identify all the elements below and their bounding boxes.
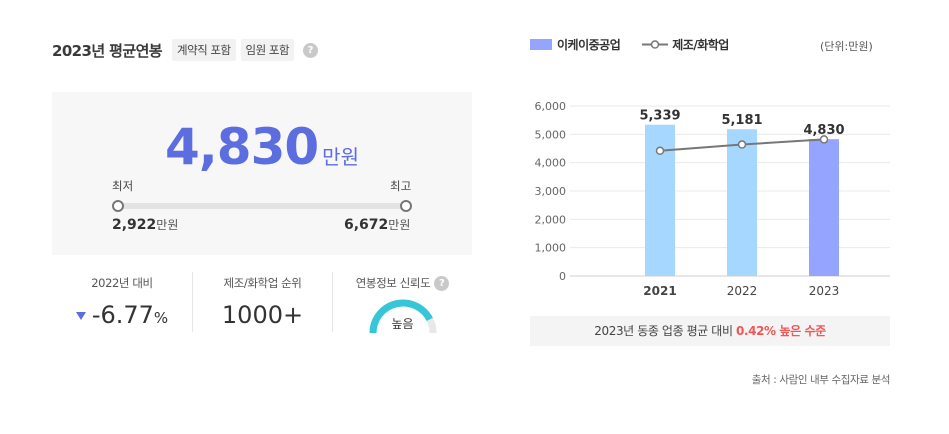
- x-tick-label: 2021: [643, 284, 676, 298]
- chip-executive-included: 임원 포함: [240, 39, 295, 61]
- yoy-value: -6.77: [91, 301, 154, 329]
- average-salary-unit: 만원: [322, 145, 359, 169]
- min-salary-value: 2,922: [112, 217, 157, 233]
- legend-bar-label: 이케이중공업: [557, 38, 621, 52]
- gauge-arc-icon: [369, 299, 436, 334]
- chip-contract-included: 계약직 포함: [171, 39, 236, 61]
- stat-industry-rank: 제조/화학업 순위 1000+: [193, 272, 332, 332]
- source-note: 출처 : 사람인 내부 수집자료 분석: [751, 374, 891, 386]
- bar-value-label: 5,339: [639, 109, 680, 124]
- average-salary-value: 4,830: [165, 118, 319, 176]
- x-tick-label: 2023: [809, 284, 840, 298]
- y-tick-label: 6,000: [535, 100, 567, 113]
- note-prefix: 2023년 동종 업종 평균 대비: [594, 324, 733, 338]
- yoy-unit: %: [153, 309, 169, 327]
- min-salary-unit: 만원: [156, 218, 179, 232]
- min-label: 최저: [112, 179, 134, 193]
- note-highlight: 0.42% 높은 수준: [736, 324, 826, 338]
- range-max-knob: [400, 200, 412, 212]
- chart-unit-label: (단위:만원): [820, 40, 873, 53]
- y-tick-label: 0: [559, 270, 566, 283]
- legend-line-label: 제조/화학업: [672, 38, 729, 52]
- question-circle-icon[interactable]: ?: [303, 42, 319, 58]
- stat-divider: [192, 272, 193, 332]
- y-tick-label: 3,000: [535, 185, 567, 198]
- bar-2022: [727, 129, 757, 276]
- reliability-value: 높음: [391, 317, 414, 331]
- industry-point: [737, 140, 747, 149]
- reliability-label: 연봉정보 신뢰도: [355, 276, 431, 290]
- range-min-knob: [112, 200, 124, 212]
- down-arrow-icon: [75, 312, 86, 320]
- stat-yoy: 2022년 대비 -6.77%: [52, 272, 192, 332]
- stat-reliability: 연봉정보 신뢰도 ? 높음: [333, 272, 472, 335]
- average-salary-box: 4,830 만원 최저 최고 2,922만원 6,672만원: [52, 92, 472, 255]
- y-tick-label: 2,000: [535, 213, 567, 226]
- industry-point: [819, 135, 829, 144]
- y-tick-label: 4,000: [535, 157, 567, 170]
- rank-label: 제조/화학업 순위: [223, 276, 302, 290]
- salary-bar-chart: 6,000 5,000 4,000 3,000 2,000 1,000 0 5,339 2021…: [535, 100, 890, 298]
- bar-value-label: 4,830: [803, 123, 844, 138]
- bar-2023: [809, 139, 839, 276]
- bar-value-label: 5,181: [721, 113, 762, 128]
- legend-bar-swatch: [530, 39, 552, 50]
- y-tick-label: 5,000: [535, 128, 567, 141]
- legend-line-swatch: [642, 40, 669, 49]
- yoy-change: -6.77%: [52, 301, 192, 329]
- question-circle-icon[interactable]: ?: [434, 275, 450, 291]
- salary-range-track: [118, 203, 406, 209]
- reliability-gauge: 높음: [367, 299, 439, 335]
- industry-point: [655, 146, 665, 156]
- title-row: 2023년 평균연봉 계약직 포함 임원 포함 ?: [52, 38, 319, 62]
- chart-legend: 이케이중공업 제조/화학업: [530, 36, 729, 53]
- average-salary: 4,830 만원: [52, 118, 472, 176]
- stat-divider: [332, 272, 333, 332]
- x-tick-label: 2022: [727, 284, 758, 298]
- max-label: 최고: [390, 179, 412, 193]
- reliability-label-row: 연봉정보 신뢰도 ?: [356, 275, 450, 291]
- industry-comparison-note: 2023년 동종 업종 평균 대비 0.42% 높은 수준: [530, 316, 890, 346]
- max-salary-value: 6,672: [344, 217, 389, 233]
- page-title: 2023년 평균연봉: [52, 41, 163, 60]
- max-salary-unit: 만원: [388, 218, 411, 232]
- yoy-label: 2022년 대비: [91, 276, 153, 290]
- max-salary: 6,672만원: [344, 216, 410, 233]
- min-salary: 2,922만원: [112, 216, 178, 233]
- y-tick-label: 1,000: [535, 242, 567, 255]
- rank-value: 1000+: [221, 301, 304, 329]
